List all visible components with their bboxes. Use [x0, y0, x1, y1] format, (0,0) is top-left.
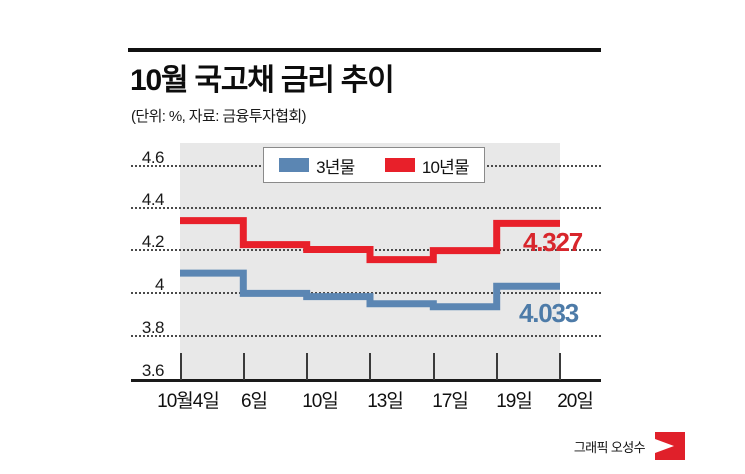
legend-entry-10y: 10년물: [384, 153, 470, 178]
chart-legend: 3년물 10년물: [263, 147, 485, 183]
ytick-label-4: 3.8: [141, 318, 165, 337]
ytick-label-3: 4: [155, 275, 164, 294]
xtick-label-0: 10월4일: [157, 391, 220, 412]
value-callout-10y: 4.327: [523, 227, 583, 257]
page-title: 10월 국고채 금리 추이: [130, 64, 395, 97]
legend-label-3y: 3년물: [316, 157, 355, 177]
publisher-logo-icon: [655, 432, 685, 460]
legend-label-10y: 10년물: [421, 157, 470, 177]
ytick-label-0: 4.6: [141, 148, 165, 167]
chart-subtitle: (단위: %, 자료: 금융투자협회): [131, 108, 307, 125]
xtick-mark-3: [369, 353, 371, 380]
xtick-mark-0: [180, 353, 182, 380]
gridline-4.0: [131, 292, 601, 294]
xtick-label-2: 10일: [302, 391, 339, 412]
gridline-4.4: [131, 207, 601, 209]
title-rule: [128, 48, 601, 52]
xtick-mark-2: [306, 353, 308, 380]
gridline-3.8: [131, 335, 601, 337]
legend-swatch-3y: [279, 158, 310, 172]
xtick-label-1: 6일: [240, 391, 268, 412]
xtick-label-4: 17일: [432, 391, 469, 412]
xtick-mark-1: [243, 353, 245, 380]
xtick-mark-5: [496, 353, 498, 380]
ytick-label-2: 4.2: [141, 232, 165, 251]
xtick-label-5: 19일: [496, 391, 533, 412]
value-callout-3y: 4.033: [519, 298, 579, 328]
credit-text: 그래픽 오성수: [573, 440, 646, 455]
legend-entry-3y: 3년물: [279, 153, 355, 178]
x-axis-line: [131, 379, 601, 382]
ytick-label-1: 4.4: [141, 190, 165, 209]
xtick-mark-6: [559, 353, 561, 380]
ytick-label-5: 3.6: [141, 361, 165, 380]
xtick-mark-4: [433, 353, 435, 380]
legend-swatch-10y: [384, 158, 415, 172]
xtick-label-6: 20일: [557, 391, 594, 412]
xtick-label-3: 13일: [367, 391, 404, 412]
